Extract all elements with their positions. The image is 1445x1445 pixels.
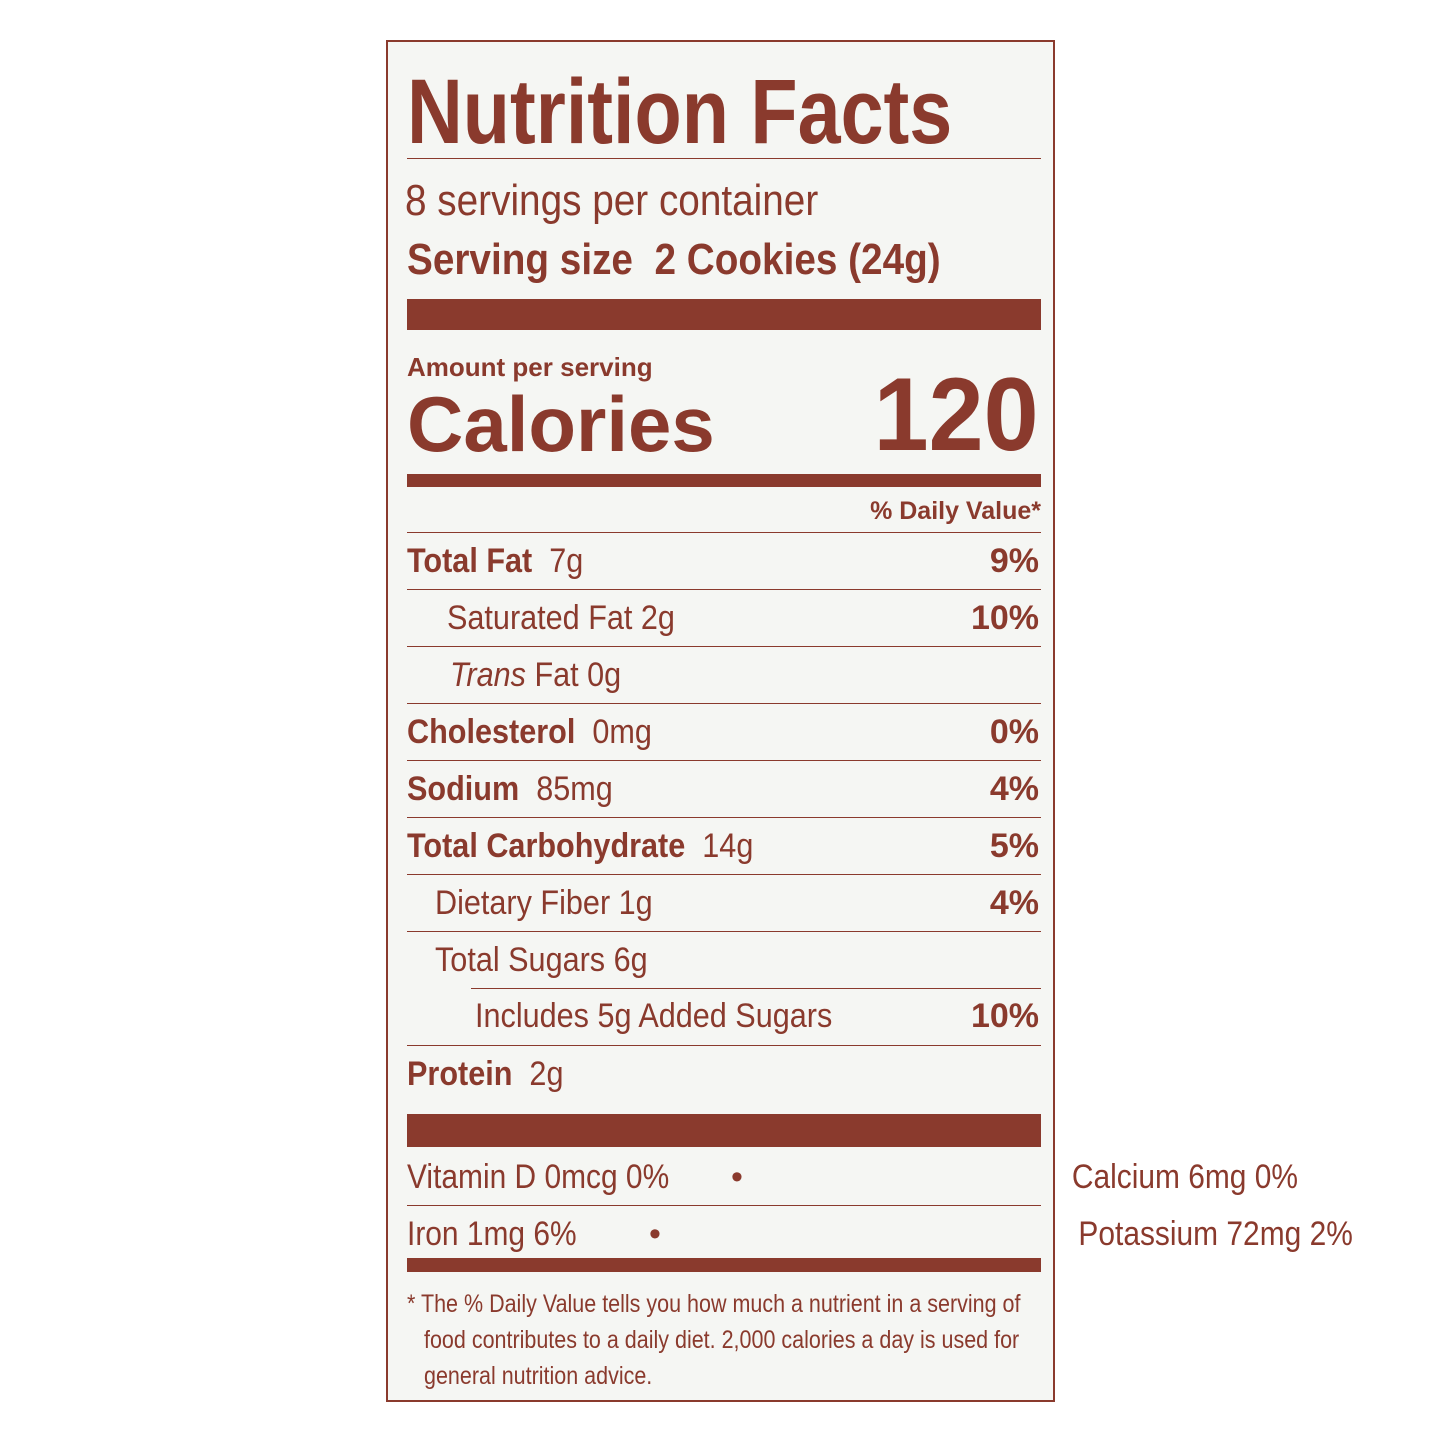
divider xyxy=(407,158,1041,159)
vitamin-row-1: Vitamin D 0mcg 0% • Calcium 6mg 0% xyxy=(407,1149,1298,1205)
nutrient-row-cholesterol: Cholesterol 0mg 0% xyxy=(407,703,1041,760)
nutrient-list: Total Fat 7g 9% Saturated Fat 2g 10% Trans… xyxy=(407,532,1041,1102)
calories-value: 120 xyxy=(874,357,1039,473)
nutrient-row-sodium: Sodium 85mg 4% xyxy=(407,760,1041,817)
bullet: • xyxy=(649,1215,661,1253)
thick-divider xyxy=(407,299,1041,330)
iron: Iron 1mg 6% xyxy=(407,1215,577,1253)
footnote: * The % Daily Value tells you how much a… xyxy=(407,1290,1021,1390)
medium-divider xyxy=(407,1258,1041,1272)
vitamin-row-2: Iron 1mg 6% • Potassium 72mg 2% xyxy=(407,1206,1353,1262)
amount-per-serving: Amount per serving xyxy=(407,352,653,382)
divider xyxy=(407,1205,1041,1206)
nutrient-row-total-sugars: Total Sugars 6g xyxy=(407,931,1041,988)
serving-size: Serving size 2 Cookies (24g) xyxy=(407,235,941,284)
label-title: Nutrition Facts xyxy=(407,61,953,163)
nutrition-facts-label: Nutrition Facts 8 servings per container… xyxy=(386,40,1353,1402)
nutrient-row-saturated-fat: Saturated Fat 2g 10% xyxy=(407,589,1041,646)
daily-value-header: % Daily Value* xyxy=(870,497,1041,525)
nutrient-row-trans-fat: Trans Fat 0g xyxy=(407,646,1041,703)
servings-per-container: 8 servings per container xyxy=(405,176,819,225)
vitamin-d: Vitamin D 0mcg 0% xyxy=(407,1158,670,1196)
bullet: • xyxy=(731,1158,743,1196)
nutrient-row-total-fat: Total Fat 7g 9% xyxy=(407,532,1041,589)
nutrient-row-added-sugars: Includes 5g Added Sugars 10% xyxy=(407,988,1041,1045)
nutrient-row-dietary-fiber: Dietary Fiber 1g 4% xyxy=(407,874,1041,931)
nutrient-row-total-carbohydrate: Total Carbohydrate 14g 5% xyxy=(407,817,1041,874)
nutrient-row-protein: Protein 2g xyxy=(407,1045,1041,1102)
calcium: Calcium 6mg 0% xyxy=(1071,1158,1298,1196)
potassium: Potassium 72mg 2% xyxy=(1078,1215,1353,1253)
medium-divider xyxy=(407,474,1041,487)
thick-divider xyxy=(407,1114,1041,1147)
calories-label: Calories xyxy=(407,380,715,468)
